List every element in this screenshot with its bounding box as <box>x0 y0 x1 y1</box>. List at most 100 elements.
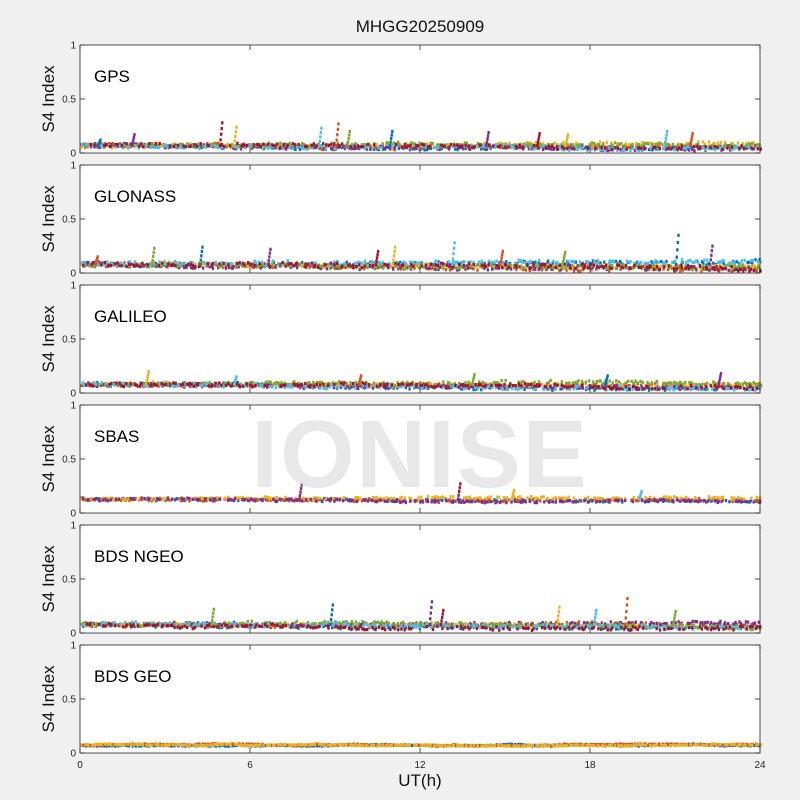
data-point <box>143 497 146 501</box>
data-point <box>723 141 727 145</box>
data-point <box>663 498 667 503</box>
data-point <box>752 147 755 151</box>
data-point <box>700 260 704 264</box>
data-point <box>365 384 368 389</box>
data-point <box>421 385 424 390</box>
data-point <box>123 263 126 267</box>
data-point <box>723 385 727 389</box>
data-point <box>253 499 257 503</box>
data-point <box>621 264 625 268</box>
data-point <box>718 260 722 264</box>
data-point <box>320 381 324 385</box>
data-point <box>246 263 250 267</box>
data-point <box>304 262 307 266</box>
data-point <box>180 263 183 268</box>
data-point <box>585 145 588 149</box>
data-point <box>639 265 643 269</box>
data-point <box>231 262 235 266</box>
spike-point <box>536 143 539 148</box>
data-point <box>257 260 260 264</box>
data-point <box>448 268 452 272</box>
data-point <box>693 260 696 265</box>
data-point <box>426 142 429 146</box>
data-point <box>355 499 358 504</box>
data-point <box>619 148 622 152</box>
data-point <box>525 384 528 389</box>
data-point <box>162 381 165 385</box>
data-point <box>587 379 591 383</box>
data-point <box>93 265 97 269</box>
data-point <box>114 497 118 502</box>
data-point <box>102 262 106 267</box>
data-point <box>733 388 736 392</box>
data-point <box>331 381 334 385</box>
data-point <box>730 141 733 145</box>
data-point <box>629 259 632 264</box>
data-point <box>669 147 672 151</box>
data-point <box>504 378 507 383</box>
data-point <box>551 261 554 265</box>
data-point <box>529 259 532 263</box>
data-point <box>578 260 582 264</box>
data-point <box>612 260 616 264</box>
spike-point <box>663 143 667 148</box>
data-point <box>186 496 189 500</box>
data-point <box>642 147 646 151</box>
data-point <box>427 384 430 389</box>
data-point <box>151 380 154 384</box>
data-point <box>641 380 644 384</box>
data-point <box>224 145 227 149</box>
data-point <box>345 265 349 270</box>
data-point <box>308 265 311 270</box>
data-point <box>742 147 746 151</box>
data-point <box>164 380 167 384</box>
data-point <box>464 386 467 391</box>
data-point <box>295 261 299 265</box>
data-point <box>497 381 500 385</box>
data-point <box>747 143 751 147</box>
data-point <box>280 264 283 268</box>
data-point <box>128 265 131 269</box>
data-point <box>379 382 382 386</box>
spike-point <box>499 259 503 263</box>
data-point <box>195 144 199 148</box>
data-point <box>523 265 526 270</box>
data-point <box>617 143 621 147</box>
data-point <box>526 496 529 500</box>
data-point <box>425 386 428 390</box>
data-point <box>347 498 350 503</box>
data-point <box>318 383 322 387</box>
data-point <box>174 264 177 268</box>
spike-point <box>561 262 565 267</box>
data-point <box>532 267 535 272</box>
data-point <box>408 260 412 264</box>
data-point <box>467 145 471 149</box>
data-point <box>501 387 505 391</box>
data-point <box>713 381 716 385</box>
data-point <box>269 380 272 384</box>
data-point <box>312 142 315 146</box>
data-point <box>734 383 737 387</box>
data-point <box>528 384 532 389</box>
data-point <box>416 264 419 268</box>
data-point <box>202 499 206 503</box>
data-point <box>216 141 220 145</box>
data-point <box>613 146 616 150</box>
y-axis-label: S4 Index <box>39 185 58 253</box>
data-point <box>340 142 344 146</box>
data-point <box>404 261 408 266</box>
data-point <box>589 144 593 148</box>
data-point <box>150 143 153 147</box>
data-point <box>493 262 496 266</box>
data-point <box>549 264 552 268</box>
data-point <box>546 259 550 263</box>
data-point <box>205 143 209 147</box>
data-point <box>577 379 580 383</box>
data-point <box>741 382 745 386</box>
data-point <box>354 386 357 390</box>
data-point <box>476 268 479 272</box>
data-point <box>576 384 579 389</box>
data-point <box>151 383 154 387</box>
data-point <box>411 147 414 151</box>
data-point <box>722 259 726 263</box>
